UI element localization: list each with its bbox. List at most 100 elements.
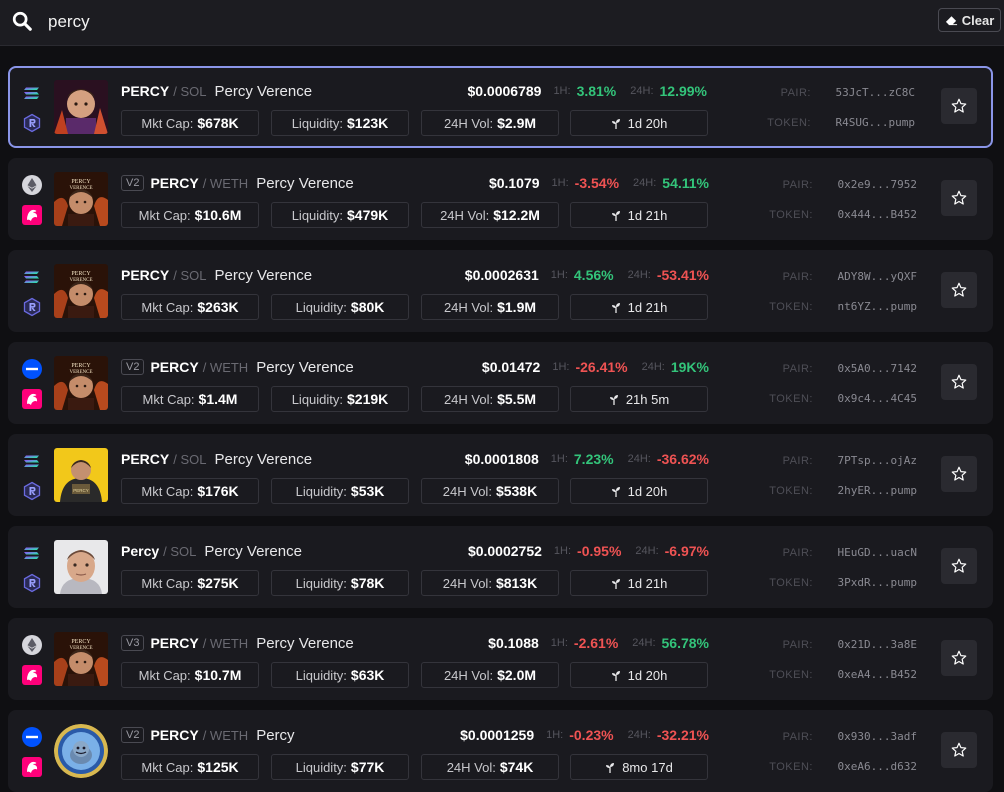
change-1h-label: 1H: [550,269,568,281]
token-title: PERCY / SOL Percy Verence [121,450,312,468]
solana-chain-icon [22,267,42,287]
market-cap-label: Mkt Cap: [142,391,195,407]
pair-address[interactable]: 0x2e9...7952 [837,178,917,191]
change-1h-value: -26.41% [575,359,628,375]
pair-address[interactable]: 53JcT...zC8C [835,86,915,99]
result-card[interactable]: Percy / SOL Percy Verence $0.0002752 1H: -0.9… [8,526,993,608]
liquidity-box: Liquidity: $479K [271,202,409,228]
pair-address[interactable]: 7PTsp...ojAz [837,454,917,467]
price-row: $0.01472 1H: -26.41% 24H: 19K% [482,358,709,376]
favorite-button[interactable] [941,456,977,492]
result-card[interactable]: PERCY VERENCE V3 PERCY / WETH Percy Verence $0… [8,618,993,700]
favorite-button[interactable] [941,364,977,400]
market-cap-label: Mkt Cap: [138,667,191,683]
token-title: PERCY / SOL Percy Verence [121,266,312,284]
token-address[interactable]: 0xeA6...d632 [837,760,917,773]
pair-label: PAIR: [782,547,813,559]
uniswap-dex-icon [22,665,42,685]
token-address[interactable]: 0x9c4...4C45 [837,392,917,405]
result-card[interactable]: PERCY / SOL Percy Verence $0.0006789 1H: 3.81… [8,66,993,148]
pair-address[interactable]: 0x5A0...7142 [837,362,917,375]
pair-label: PAIR: [782,639,813,651]
star-icon [951,374,967,389]
result-card[interactable]: PERCY PERCY / SOL Percy Verence $0.0001808 1H… [8,434,993,516]
liquidity-value: $78K [350,575,385,591]
volume-box: 24H Vol: $2.9M [421,110,559,136]
favorite-button[interactable] [941,640,977,676]
pair-age-value: 1d 20h [627,483,668,499]
token-address[interactable]: 0x444...B452 [837,208,917,221]
pair-address[interactable]: 0x930...3adf [837,730,917,743]
liquidity-box: Liquidity: $123K [271,110,409,136]
liquidity-label: Liquidity: [291,391,344,407]
price-row: $0.0001259 1H: -0.23% 24H: -32.21% [460,726,709,744]
token-address[interactable]: 2hyER...pump [837,484,917,497]
token-address[interactable]: R4SUG...pump [835,116,915,129]
liquidity-label: Liquidity: [295,483,347,499]
token-address[interactable]: 3PxdR...pump [837,576,917,589]
pair-address[interactable]: HEuGD...uacN [837,546,917,559]
volume-label: 24H Vol: [446,759,496,775]
raydium-dex-icon [22,573,42,593]
volume-value: $74K [499,759,534,775]
svg-text:VERENCE: VERENCE [69,186,92,191]
market-cap-box: Mkt Cap: $10.7M [121,662,259,688]
liquidity-label: Liquidity: [295,759,347,775]
market-cap-value: $275K [197,575,239,591]
svg-text:PERCY: PERCY [71,363,91,369]
token-title: V2 PERCY / WETH Percy Verence [121,174,354,192]
search-input[interactable] [46,8,650,36]
liquidity-value: $53K [350,483,385,499]
token-avatar: PERCY VERENCE [54,172,108,226]
token-symbol: PERCY [150,359,199,375]
market-cap-box: Mkt Cap: $176K [121,478,259,504]
volume-box: 24H Vol: $74K [421,754,559,780]
liquidity-box: Liquidity: $219K [271,386,409,412]
volume-box: 24H Vol: $1.9M [421,294,559,320]
raydium-dex-icon [22,113,42,133]
quote-token: / WETH [202,175,249,191]
result-card[interactable]: PERCY VERENCE V2 PERCY / WETH Percy Verence $0… [8,158,993,240]
price-row: $0.0002631 1H: 4.56% 24H: -53.41% [465,266,709,284]
token-label: TOKEN: [769,301,813,313]
favorite-button[interactable] [941,88,977,124]
token-label: TOKEN: [767,117,811,129]
token-price: $0.0002631 [464,267,539,283]
change-1h-label: 1H: [551,177,569,189]
result-card[interactable]: PERCY VERENCE PERCY / SOL Percy Verence $0.00… [8,250,993,332]
liquidity-value: $80K [350,299,385,315]
favorite-button[interactable] [941,732,977,768]
result-card[interactable]: PERCY VERENCE V2 PERCY / WETH Percy Verence $0… [8,342,993,424]
pair-address[interactable]: ADY8W...yQXF [837,270,917,283]
market-cap-value: $678K [197,115,239,131]
pair-address[interactable]: 0x21D...3a8E [837,638,917,651]
change-24h-label: 24H: [627,729,651,741]
token-address[interactable]: 0xeA4...B452 [837,668,917,681]
favorite-button[interactable] [941,548,977,584]
change-24h-label: 24H: [632,637,656,649]
pair-label: PAIR: [782,271,813,283]
token-label: TOKEN: [769,669,813,681]
market-cap-value: $10.7M [194,667,242,683]
volume-label: 24H Vol: [442,483,492,499]
favorite-button[interactable] [941,272,977,308]
sprout-icon [611,210,620,221]
volume-value: $538K [495,483,538,499]
version-badge: V2 [121,727,145,743]
market-cap-label: Mkt Cap: [141,299,194,315]
sprout-icon [611,302,620,313]
volume-value: $2.0M [497,667,537,683]
svg-text:VERENCE: VERENCE [69,278,92,283]
change-24h-label: 24H: [641,361,665,373]
token-name: Percy Verence [214,266,313,284]
clear-button[interactable]: Clear [938,8,1001,32]
pair-age-value: 1d 21h [627,575,668,591]
token-label: TOKEN: [769,209,813,221]
svg-text:VERENCE: VERENCE [69,370,92,375]
token-price: $0.0001808 [464,451,539,467]
token-price: $0.01472 [481,359,541,375]
result-card[interactable]: V2 PERCY / WETH Percy $0.0001259 1H: -0.23% 24H… [8,710,993,792]
change-24h-value: -6.97% [664,543,709,559]
token-address[interactable]: nt6YZ...pump [837,300,917,313]
favorite-button[interactable] [941,180,977,216]
